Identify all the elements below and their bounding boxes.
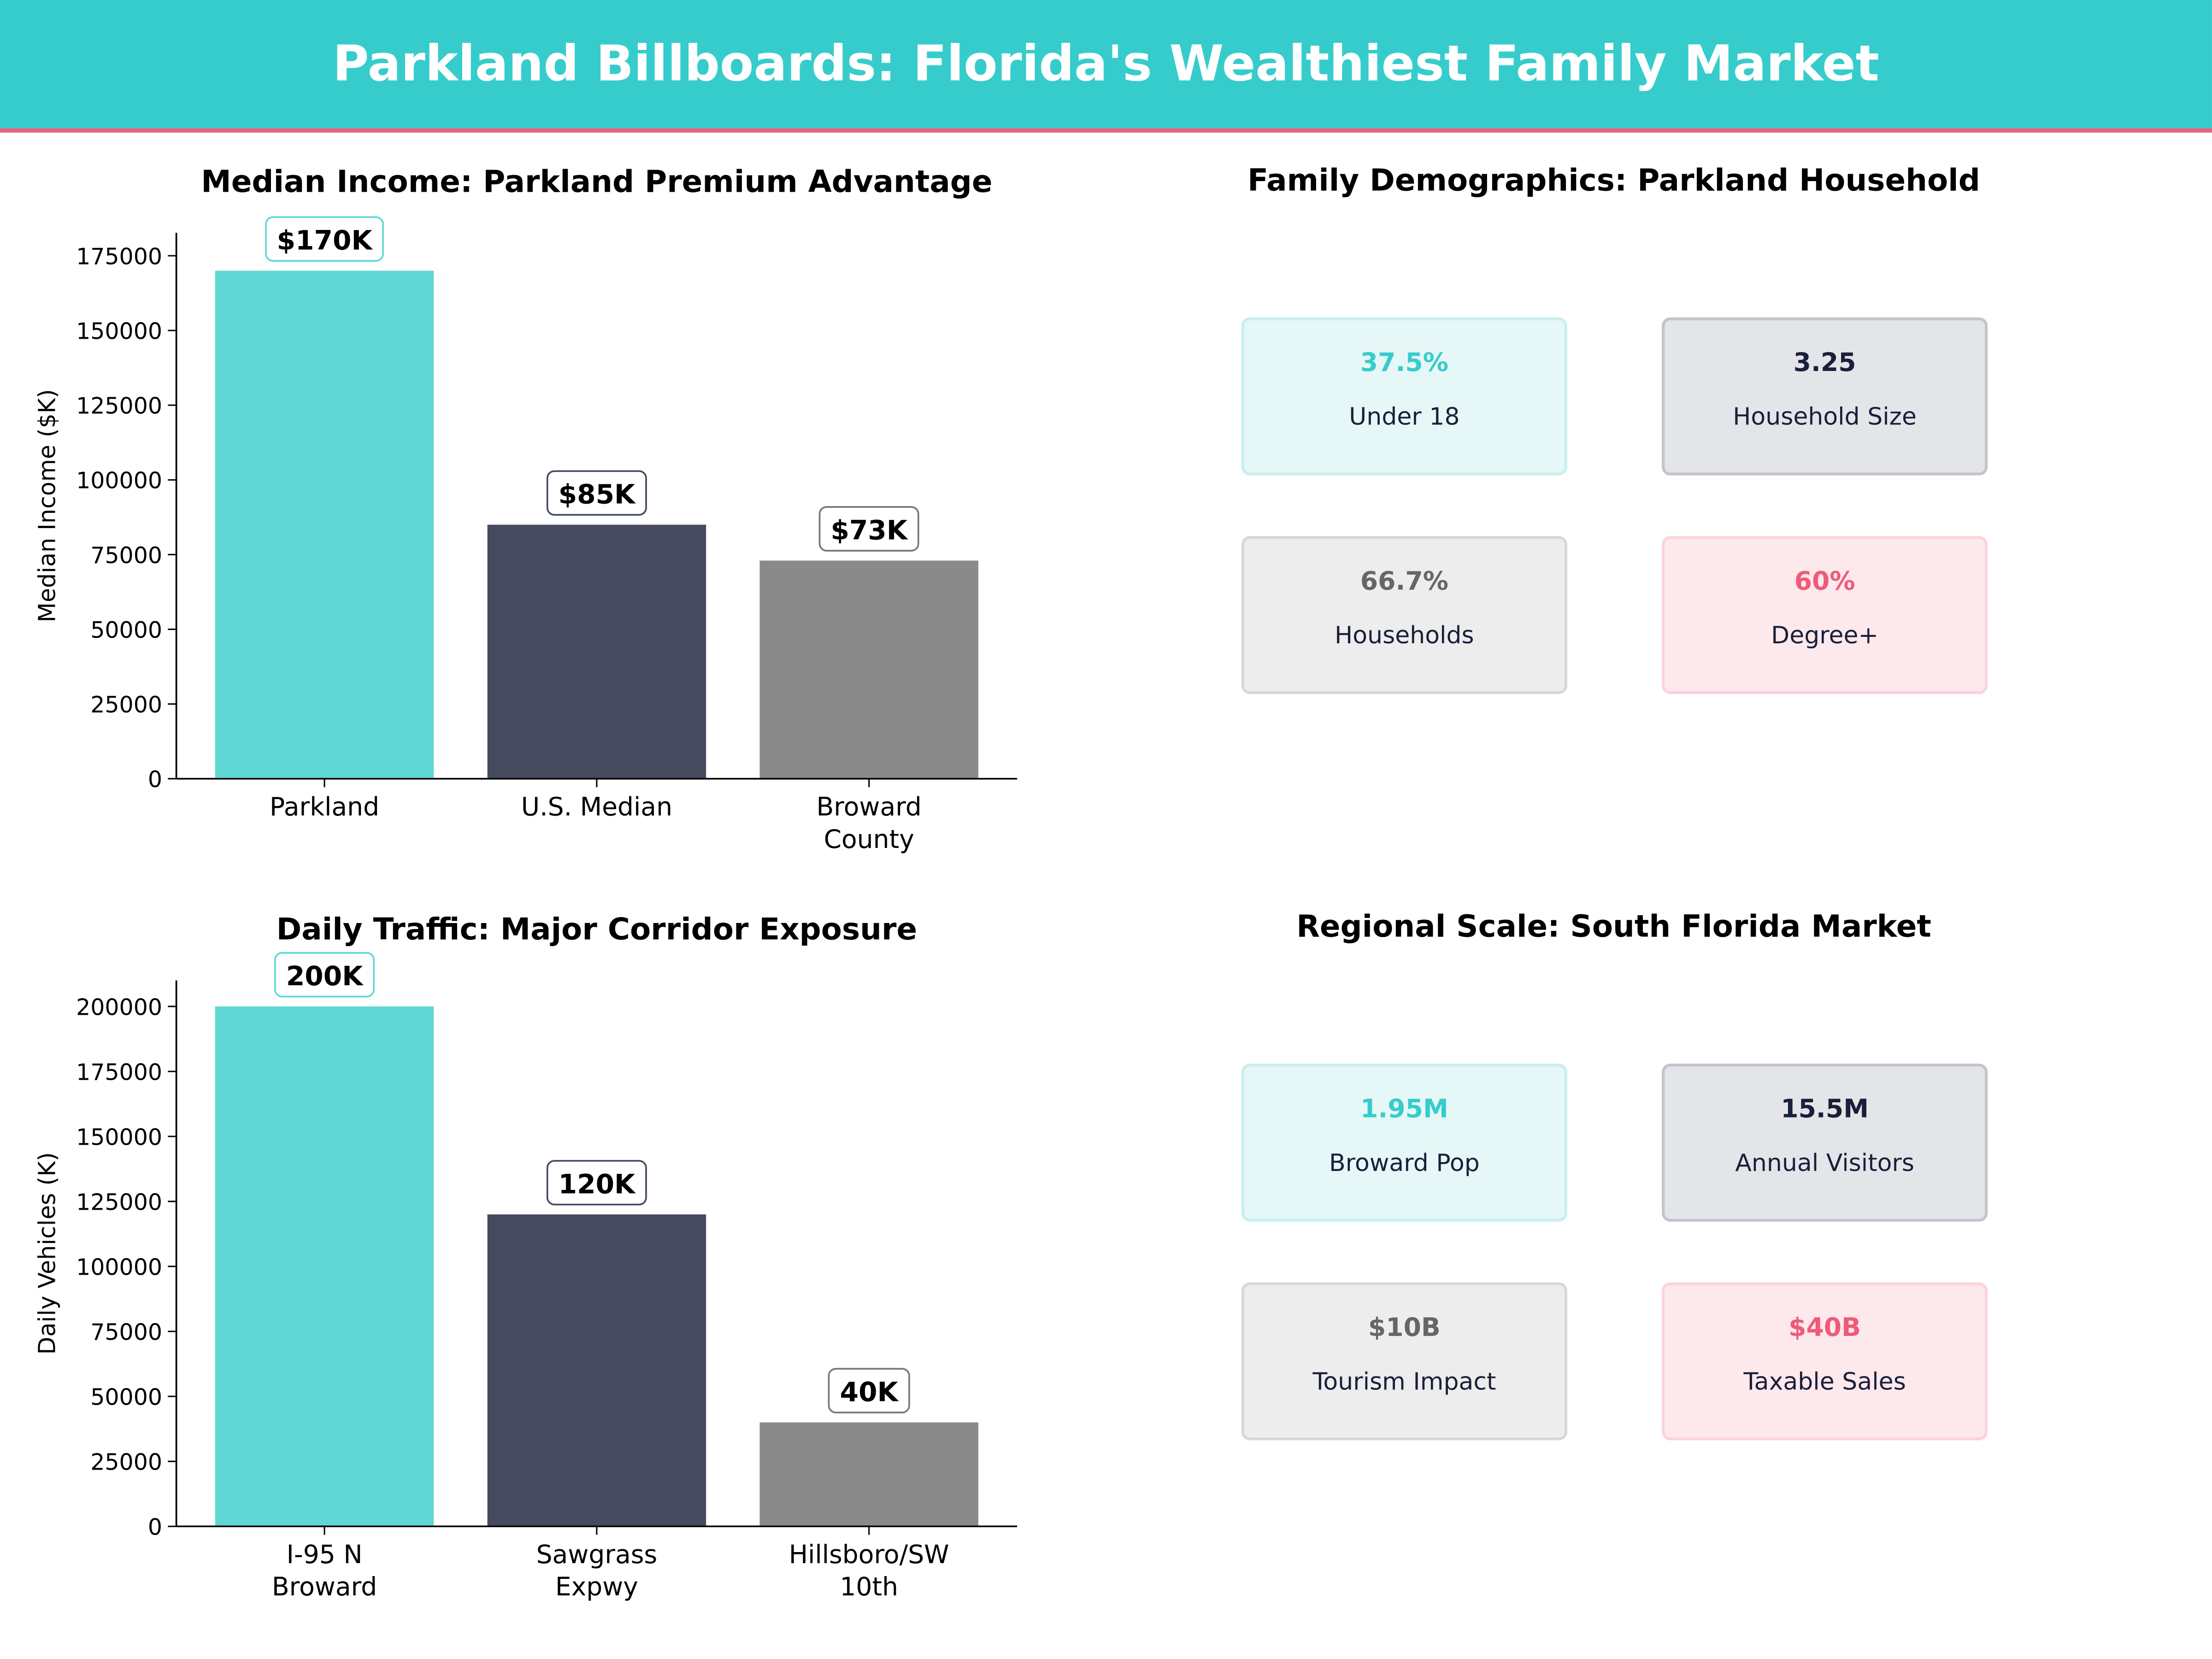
data-label: 120K [559, 1168, 636, 1200]
stat-value: $40B [1788, 1313, 1861, 1343]
stat-card: 60% Degree+ [1662, 536, 1988, 694]
stat-value: 66.7% [1360, 567, 1448, 597]
data-label-box [818, 506, 919, 552]
chart-title: Median Income: Parkland Premium Advantag… [201, 164, 992, 199]
x-tick-label: Parkland [270, 792, 379, 821]
x-tick-label: County [824, 824, 914, 854]
y-tick-label: 175000 [76, 243, 162, 270]
y-axis-label: Daily Vehicles (K) [33, 1152, 60, 1354]
data-label: $170K [277, 225, 373, 256]
bar [215, 271, 434, 779]
data-label-box [265, 216, 384, 262]
stat-label: Annual Visitors [1735, 1149, 1915, 1178]
data-label-box [274, 952, 375, 998]
stat-value: 1.95M [1360, 1094, 1448, 1124]
stat-value: 15.5M [1781, 1094, 1869, 1124]
income-bar-chart: Median Income: Parkland Premium Advantag… [33, 164, 1018, 854]
x-tick-label: Hillsboro/SW [789, 1540, 949, 1569]
data-label: 200K [286, 960, 364, 992]
x-tick-label: Sawgrass [536, 1540, 658, 1569]
stat-label: Tourism Impact [1312, 1368, 1496, 1397]
y-tick-label: 25000 [90, 1449, 162, 1476]
data-label-box [546, 1160, 647, 1206]
stat-card: 66.7% Households [1241, 536, 1567, 694]
stat-value: 3.25 [1793, 348, 1856, 378]
bar [215, 1006, 434, 1527]
data-label: $85K [559, 479, 636, 510]
x-tick-label: Broward [816, 792, 921, 821]
stat-label: Under 18 [1349, 403, 1460, 432]
traffic-bar-chart: Daily Traffic: Major Corridor Exposure 0 2… [33, 912, 1018, 1601]
x-tick-label: Broward [272, 1572, 377, 1601]
stat-value: $10B [1368, 1313, 1441, 1343]
stat-label: Household Size [1733, 403, 1917, 432]
stat-label: Degree+ [1771, 622, 1879, 651]
y-tick-label: 75000 [90, 542, 162, 569]
y-tick-label: 150000 [76, 1124, 162, 1150]
y-tick-label: 25000 [90, 692, 162, 718]
x-tick-label: I-95 N [287, 1540, 363, 1569]
y-tick-label: 175000 [76, 1059, 162, 1085]
x-tick-label: Expwy [555, 1572, 638, 1601]
page-title: Parkland Billboards: Florida's Wealthies… [333, 36, 1879, 93]
stat-card: 37.5% Under 18 [1241, 317, 1567, 476]
y-tick-label: 125000 [76, 393, 162, 419]
bar [759, 560, 978, 779]
y-tick-label: 0 [148, 766, 162, 793]
bar [759, 1422, 978, 1527]
header-banner: Parkland Billboards: Florida's Wealthies… [0, 0, 2212, 133]
y-tick-label: 0 [148, 1514, 162, 1541]
stat-value: 37.5% [1360, 348, 1448, 378]
y-axis-label: Median Income ($K) [33, 389, 60, 622]
y-tick-label: 150000 [76, 318, 162, 345]
stat-card: $40B Taxable Sales [1662, 1282, 1988, 1441]
stat-label: Broward Pop [1329, 1149, 1480, 1178]
stat-label: Households [1335, 622, 1474, 651]
data-label-box [828, 1368, 910, 1413]
chart-title: Daily Traffic: Major Corridor Exposure [276, 912, 917, 947]
stat-card: 1.95M Broward Pop [1241, 1064, 1567, 1222]
y-tick-label: 100000 [76, 1254, 162, 1280]
y-tick-label: 125000 [76, 1189, 162, 1215]
stat-card: 3.25 Household Size [1662, 317, 1988, 476]
data-label: $73K [830, 515, 908, 546]
y-tick-label: 50000 [90, 617, 162, 643]
x-tick-label: 10th [840, 1572, 898, 1601]
y-tick-label: 50000 [90, 1384, 162, 1411]
x-tick-label: U.S. Median [521, 792, 672, 821]
y-tick-label: 100000 [76, 468, 162, 494]
bar [487, 524, 706, 779]
data-label-box [546, 470, 647, 516]
panel-title: Regional Scale: South Florida Market [1296, 910, 1931, 946]
stat-card: 15.5M Annual Visitors [1662, 1064, 1988, 1222]
data-label: 40K [840, 1377, 899, 1408]
panel-title: Family Demographics: Parkland Household [1247, 164, 1980, 199]
stat-label: Taxable Sales [1743, 1368, 1906, 1397]
y-tick-label: 200000 [76, 994, 162, 1020]
stat-value: 60% [1794, 567, 1855, 597]
bar [487, 1214, 706, 1527]
stat-card: $10B Tourism Impact [1241, 1282, 1567, 1441]
y-tick-label: 75000 [90, 1319, 162, 1345]
